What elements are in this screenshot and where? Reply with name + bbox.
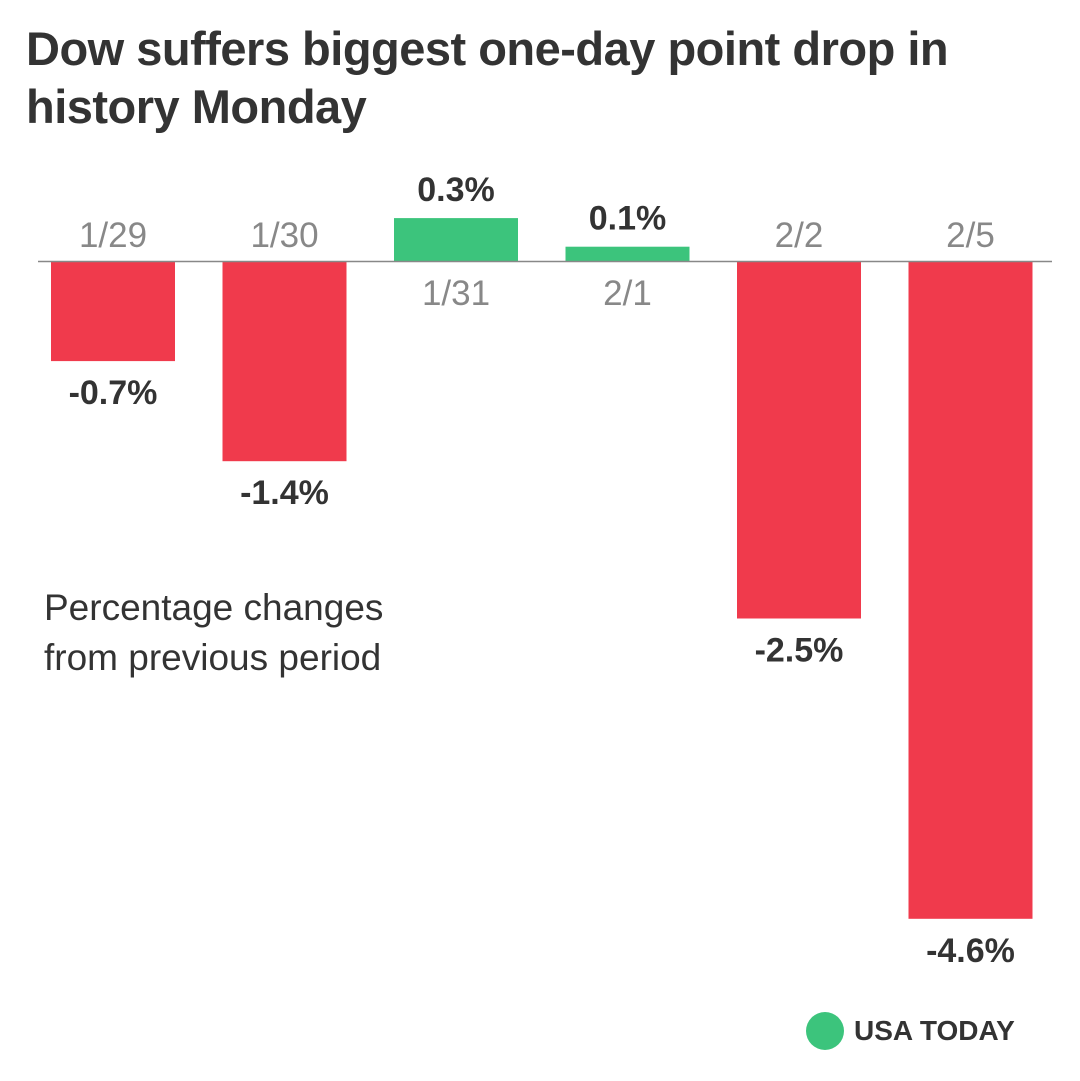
value-label: -2.5% [755, 632, 844, 670]
category-label: 1/30 [250, 216, 318, 255]
bar [222, 261, 347, 462]
value-label: 0.1% [589, 200, 667, 238]
category-label: 2/1 [603, 274, 652, 313]
value-label: 0.3% [417, 171, 495, 209]
bar [565, 246, 690, 261]
value-label: -1.4% [240, 474, 329, 512]
brand-logo: USA TODAY [806, 1012, 1015, 1050]
category-label: 2/5 [946, 216, 995, 255]
labels-group: 1/29 -0.7% 1/30 -1.4% 1/31 0.3% 2/1 0.1% 2/2 -2.5… [69, 171, 1015, 970]
bars-group [51, 218, 1033, 919]
bar [394, 218, 518, 261]
bar [51, 261, 175, 362]
category-label: 1/31 [422, 274, 490, 313]
brand-name: USA TODAY [854, 1015, 1015, 1046]
chart-title: Dow suffers biggest one-day point drop i… [26, 22, 949, 133]
value-label: -0.7% [69, 374, 158, 412]
bar [737, 261, 861, 619]
category-label: 2/2 [775, 216, 824, 255]
brand-dot-icon [806, 1012, 844, 1050]
chart-subtitle: Percentage changes from previous period [44, 587, 384, 678]
value-label: -4.6% [926, 932, 1015, 970]
category-label: 1/29 [79, 216, 147, 255]
bar [908, 261, 1033, 919]
